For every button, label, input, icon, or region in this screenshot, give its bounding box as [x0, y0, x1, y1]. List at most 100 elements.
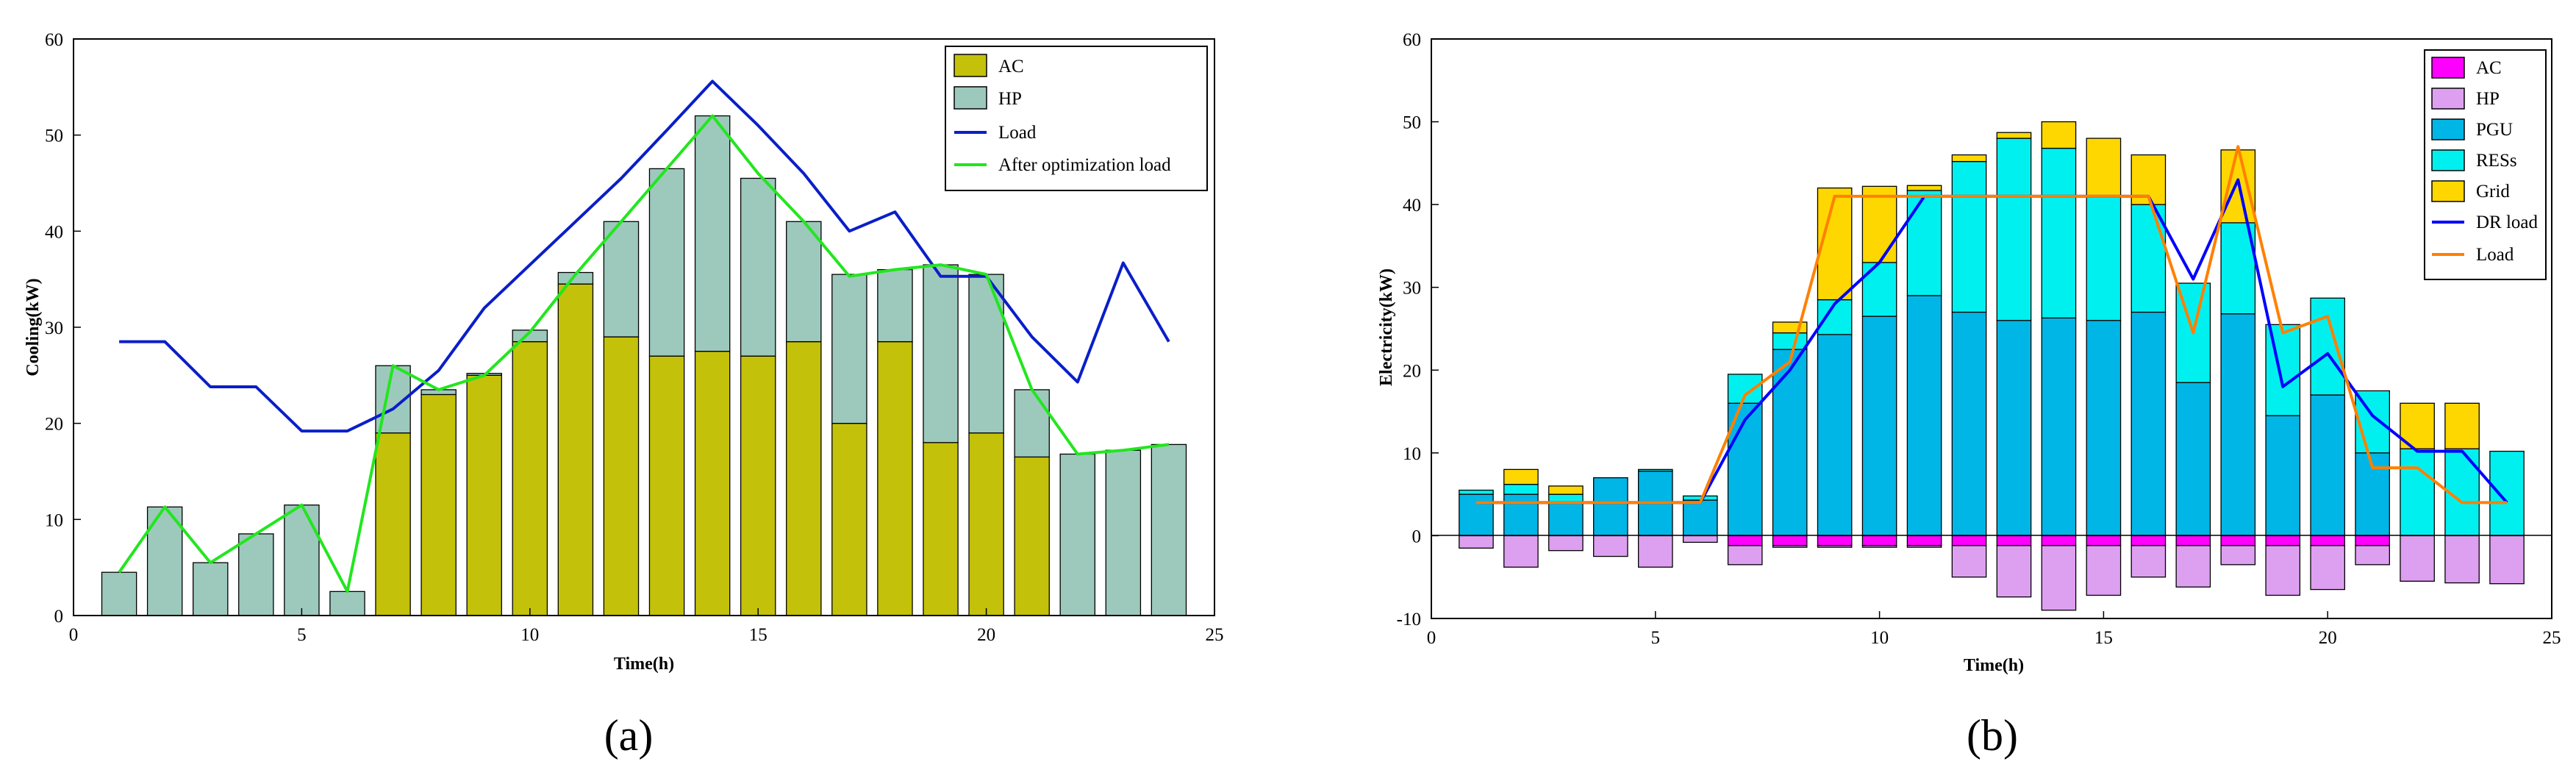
bar-1-pgu-t11 [1906, 295, 1942, 537]
bar-1-grid-t9 [1817, 187, 1853, 301]
legend-swatch-ac [954, 54, 987, 77]
chart-a-legend-box [945, 46, 1208, 191]
bar-1-hp-t22 [2400, 535, 2435, 582]
chart-b-legend: AC HP PGU RESs Grid DR load Load [2424, 49, 2547, 280]
xtick-label-1-15: 15 [2094, 628, 2113, 648]
bar-0-ac-t9 [466, 374, 502, 616]
legend-swatch-hp [954, 86, 987, 110]
bar-1-pgu-t10 [1861, 315, 1897, 537]
ytick-label-1--10: -10 [1397, 610, 1421, 630]
line-0-load [119, 79, 1170, 433]
chart-a-cooling: 0 5 10 15 20 25 0 10 20 30 40 50 60 Time(h) Cooling(… [24, 30, 1224, 760]
bar-1-ress-t15 [2086, 196, 2122, 321]
legend-label-ac: AC [998, 57, 1024, 76]
panel-label-b: (b) [1967, 711, 2018, 760]
legend-swatch-hp-b [2431, 88, 2465, 110]
bar-1-hp-t17 [2175, 545, 2211, 588]
bar-0-hp-t19 [923, 264, 959, 443]
bar-1-pgu-t1 [1459, 493, 1494, 537]
ytick-label-0-40: 40 [45, 222, 63, 242]
bar-1-ress-t11 [1906, 190, 1942, 296]
bar-1-pgu-t18 [2220, 313, 2256, 537]
bar-1-hp-t10 [1861, 545, 1897, 548]
legend-label-load-b: Load [2476, 245, 2514, 265]
bar-1-ress-t14 [2041, 147, 2077, 319]
bar-1-hp-t4 [1593, 535, 1628, 557]
bar-0-hp-t22 [1059, 453, 1096, 616]
bar-1-hp-t8 [1772, 545, 1808, 548]
chart-b-electricity: 0 5 10 15 20 25 -10 0 10 20 30 40 50 60 Time(h) Elect… [1377, 30, 2561, 760]
bar-0-hp-t13 [648, 168, 685, 357]
bar-0-hp-t12 [603, 221, 640, 338]
bar-1-ac-t7 [1727, 535, 1763, 546]
chart-a-bars [101, 115, 1187, 616]
bar-1-grid-t11 [1906, 185, 1942, 191]
bar-1-grid-t3 [1548, 485, 1584, 495]
bar-1-ress-t8 [1772, 332, 1808, 350]
chart-a-ylabel: Cooling(kW) [24, 278, 43, 376]
legend-swatch-ress [2431, 149, 2465, 171]
line-0-after-optimization-load [118, 114, 1170, 593]
bar-1-hp-t19 [2265, 545, 2301, 596]
bar-0-ac-t12 [603, 336, 640, 616]
chart-b-lines [1476, 145, 2508, 504]
bar-0-ac-t14 [694, 351, 731, 616]
xtick-label-1-10: 10 [1870, 628, 1889, 648]
xtick-label-0-10: 10 [520, 625, 539, 645]
xtick-label-1-20: 20 [2319, 628, 2337, 648]
ytick-label-0-60: 60 [45, 30, 63, 50]
bar-1-pgu-t15 [2086, 320, 2122, 537]
chart-a-xlabel: Time(h) [614, 655, 674, 674]
ytick-label-1-50: 50 [1403, 113, 1421, 133]
bar-1-hp-t24 [2489, 535, 2525, 585]
bar-1-hp-t7 [1727, 545, 1763, 566]
line-1-dr-load [1476, 178, 2508, 504]
xtick-label-1-0: 0 [1427, 628, 1437, 648]
xtick-label-1-5: 5 [1651, 628, 1661, 648]
bar-1-ress-t16 [2130, 204, 2167, 313]
bar-1-pgu-t20 [2310, 394, 2346, 537]
bar-0-ac-t11 [557, 283, 594, 616]
line-1-load [1476, 145, 2507, 504]
bar-0-hp-t17 [831, 274, 867, 424]
ytick-label-1-10: 10 [1403, 444, 1421, 464]
bar-0-ac-t13 [648, 355, 685, 616]
xtick-label-0-25: 25 [1206, 625, 1224, 645]
bar-1-ress-t10 [1861, 262, 1897, 317]
bar-1-hp-t15 [2086, 545, 2122, 596]
chart-b-ticks: 0 5 10 15 20 25 -10 0 10 20 30 40 50 60 [1397, 30, 2561, 648]
legend-label-ac-b: AC [2476, 58, 2502, 78]
legend-label-ress: RESs [2476, 151, 2517, 171]
chart-b-plot-frame [1431, 38, 2552, 619]
bar-0-ac-t8 [421, 393, 457, 616]
bar-1-ress-t1 [1459, 489, 1494, 495]
bar-1-hp-t1 [1459, 535, 1494, 549]
legend-label-dr-load: DR load [2476, 213, 2539, 232]
bar-1-hp-t18 [2220, 545, 2256, 566]
bar-0-hp-t15 [740, 177, 776, 357]
ytick-label-1-20: 20 [1403, 361, 1421, 381]
bar-1-pgu-t13 [1996, 320, 2032, 537]
bar-1-pgu-t19 [2265, 415, 2301, 537]
chart-a-legend: AC HP Load After optimization load [945, 46, 1208, 191]
bar-0-hp-t20 [968, 274, 1004, 434]
bar-1-hp-t23 [2444, 535, 2480, 584]
bar-1-hp-t21 [2355, 545, 2390, 566]
bar-0-ac-t17 [831, 423, 867, 616]
bar-0-ac-t15 [740, 355, 776, 616]
bar-1-ress-t5 [1637, 468, 1673, 472]
xtick-label-0-5: 5 [297, 625, 307, 645]
bar-0-hp-t4 [238, 533, 274, 616]
bar-1-ress-t7 [1727, 374, 1763, 404]
bar-0-hp-t5 [284, 504, 320, 616]
chart-b-xlabel: Time(h) [1964, 656, 2024, 675]
bar-1-hp-t2 [1503, 535, 1539, 568]
legend-swatch-grid [2431, 180, 2465, 202]
bar-1-ac-t18 [2220, 535, 2256, 546]
bar-1-ac-t15 [2086, 535, 2122, 546]
legend-label-pgu: PGU [2476, 120, 2513, 140]
bar-1-ac-t12 [1951, 535, 1987, 546]
bar-1-ac-t19 [2265, 535, 2301, 546]
bar-1-ress-t22 [2400, 448, 2435, 537]
